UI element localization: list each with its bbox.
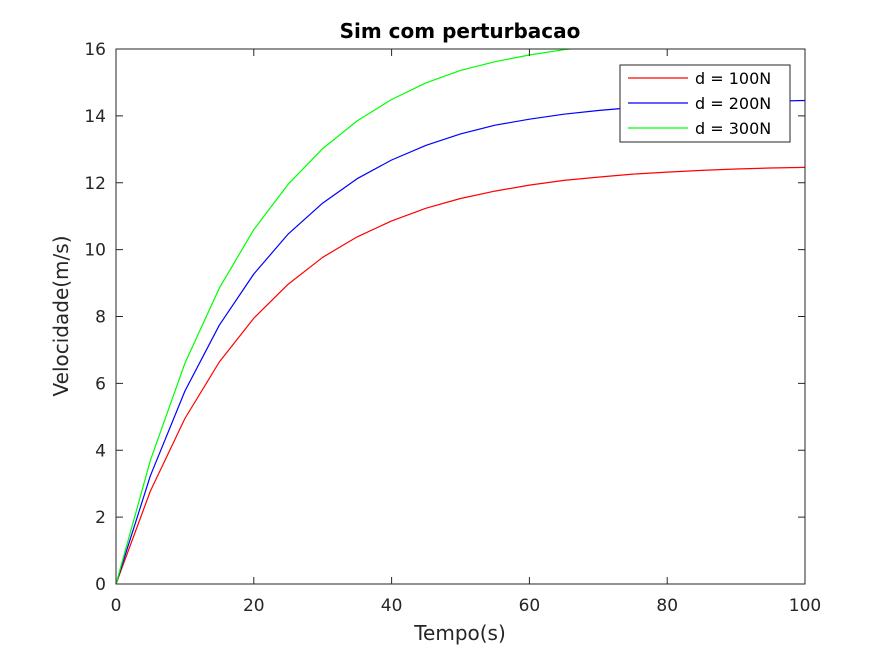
- x-tick-label: 60: [519, 596, 541, 616]
- series-line-1: [116, 166, 805, 584]
- series-line-3: [116, 49, 576, 584]
- y-tick-label: 0: [95, 575, 106, 595]
- y-tick-label: 16: [84, 40, 106, 60]
- x-tick-label: 0: [111, 596, 122, 616]
- x-tick-label: 40: [381, 596, 403, 616]
- y-tick-label: 4: [95, 441, 106, 461]
- y-tick-label: 12: [84, 174, 106, 194]
- x-tick-label: 100: [789, 596, 821, 616]
- legend-label-3: d = 300N: [695, 119, 771, 138]
- chart-title: Sim com perturbacao: [340, 19, 581, 43]
- y-tick-label: 6: [95, 374, 106, 394]
- x-tick-label: 20: [243, 596, 265, 616]
- x-axis-title: Tempo(s): [413, 621, 506, 645]
- y-tick-label: 10: [84, 241, 106, 261]
- legend-label-1: d = 100N: [695, 69, 771, 88]
- y-tick-label: 2: [95, 508, 106, 528]
- legend: d = 100N d = 200N d = 300N: [619, 64, 791, 143]
- ticks-layer: 0 20 40 60 80 100 0 2 4 6 8 10 12 14 16: [84, 40, 821, 616]
- y-axis-title: Velocidade(m/s): [49, 236, 73, 397]
- legend-label-2: d = 200N: [695, 94, 771, 113]
- y-tick-label: 14: [84, 107, 106, 127]
- y-tick-label: 8: [95, 308, 106, 328]
- x-tick-label: 80: [656, 596, 678, 616]
